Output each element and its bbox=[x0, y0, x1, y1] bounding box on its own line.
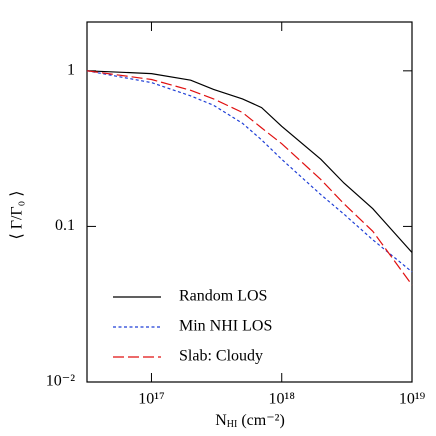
plot-frame bbox=[86, 21, 413, 383]
line-series bbox=[86, 70, 413, 253]
x-tick-label: 10¹⁹ bbox=[399, 391, 426, 408]
line-series bbox=[86, 70, 413, 273]
legend-label: Slab: Cloudy bbox=[179, 348, 263, 365]
x-label-main: N bbox=[215, 412, 227, 429]
x-tick-label: 10¹⁷ bbox=[138, 391, 164, 408]
y-axis-label: ⟨ Γ/Γ₀ ⟩ bbox=[9, 190, 26, 239]
x-label-sub: HI bbox=[227, 419, 238, 430]
line-series bbox=[86, 70, 413, 286]
y-tick-label: 10⁻² bbox=[46, 373, 75, 390]
y-tick-label: 0.1 bbox=[55, 217, 75, 234]
legend-label: Min NHI LOS bbox=[179, 318, 272, 335]
x-axis-label: NHI (cm⁻²) bbox=[215, 412, 285, 431]
legend-label: Random LOS bbox=[179, 288, 267, 305]
x-label-rest: (cm⁻²) bbox=[237, 412, 284, 429]
x-tick-label: 10¹⁸ bbox=[269, 391, 295, 408]
y-tick-label: 1 bbox=[67, 62, 75, 79]
